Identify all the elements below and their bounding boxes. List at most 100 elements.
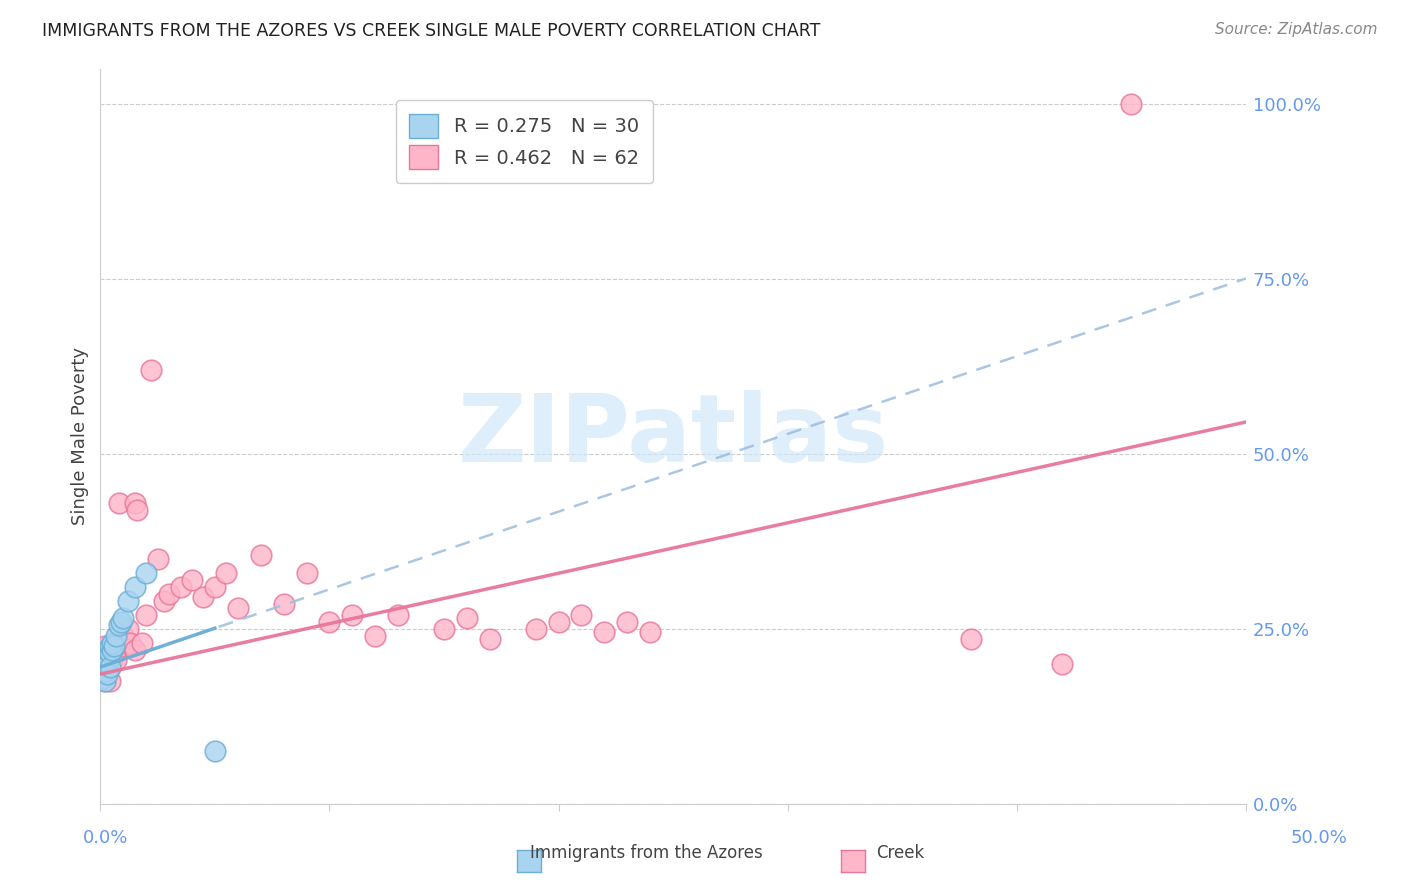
Point (94, 646, 117, 660)
Point (105, 635, 128, 649)
Point (157, 586, 180, 600)
Point (181, 573, 204, 587)
Text: Creek: Creek (876, 844, 924, 862)
Point (103, 639, 125, 653)
Text: 0.0%: 0.0% (83, 829, 128, 847)
Point (1052, 657, 1074, 671)
Point (169, 580, 191, 594)
Point (105, 629, 128, 643)
Point (120, 635, 142, 649)
Point (90, 667, 112, 681)
Point (433, 622, 456, 636)
Point (96, 657, 118, 671)
Point (91, 667, 114, 681)
Point (1121, 96, 1143, 111)
Legend: R = 0.275   N = 30, R = 0.462   N = 62: R = 0.275 N = 30, R = 0.462 N = 62 (395, 100, 652, 183)
Point (91, 671, 114, 685)
Point (90, 660, 112, 674)
Point (146, 551, 169, 566)
Point (215, 566, 238, 580)
Point (91, 664, 114, 678)
Point (124, 495, 146, 509)
Point (96, 653, 118, 667)
Point (616, 615, 638, 629)
Point (387, 607, 409, 622)
Point (107, 495, 129, 509)
Point (547, 615, 569, 629)
Point (94, 660, 117, 674)
Point (135, 607, 157, 622)
Point (273, 597, 295, 611)
Point (96, 649, 118, 664)
Point (96, 646, 118, 660)
Point (960, 632, 983, 646)
Point (94, 674, 117, 689)
Point (96, 660, 118, 674)
Point (112, 629, 135, 643)
Point (91, 657, 114, 671)
Text: ZIPatlas: ZIPatlas (457, 390, 889, 482)
Point (98, 660, 121, 674)
Point (342, 607, 364, 622)
Point (204, 580, 226, 594)
Point (96, 667, 118, 681)
Point (249, 548, 271, 562)
Point (94, 664, 117, 678)
Point (456, 611, 478, 625)
Point (101, 653, 124, 667)
Point (98, 646, 121, 660)
Point (98, 639, 121, 653)
Point (524, 622, 547, 636)
Point (96, 667, 118, 681)
Point (107, 642, 129, 657)
Point (98, 660, 121, 674)
Point (103, 639, 125, 653)
Point (204, 744, 226, 758)
Point (124, 642, 146, 657)
Point (91, 653, 114, 667)
Point (135, 566, 157, 580)
Text: Immigrants from the Azores: Immigrants from the Azores (530, 844, 763, 862)
Point (101, 649, 124, 664)
Text: Source: ZipAtlas.com: Source: ZipAtlas.com (1215, 22, 1378, 37)
Y-axis label: Single Male Poverty: Single Male Poverty (72, 347, 89, 525)
Point (139, 362, 162, 376)
Text: 50.0%: 50.0% (1291, 829, 1347, 847)
Point (117, 622, 139, 636)
Point (295, 566, 318, 580)
Point (91, 653, 114, 667)
Point (117, 593, 139, 607)
Point (478, 632, 501, 646)
Point (101, 635, 124, 649)
Point (98, 674, 121, 689)
Point (94, 646, 117, 660)
Point (105, 653, 128, 667)
Point (107, 618, 129, 632)
Point (96, 642, 118, 657)
Point (103, 646, 125, 660)
Point (153, 593, 176, 607)
Point (110, 639, 132, 653)
Point (98, 646, 121, 660)
Point (91, 649, 114, 664)
Point (593, 625, 616, 640)
Point (364, 629, 387, 643)
Point (114, 635, 136, 649)
Point (94, 674, 117, 689)
Point (318, 615, 340, 629)
Point (101, 642, 124, 657)
Point (193, 590, 215, 604)
Point (112, 611, 135, 625)
Point (125, 502, 148, 516)
Point (131, 635, 153, 649)
Point (638, 625, 661, 640)
Point (94, 653, 117, 667)
Point (124, 580, 146, 594)
Point (94, 660, 117, 674)
Point (110, 615, 132, 629)
Point (571, 607, 593, 622)
Point (91, 660, 114, 674)
Text: IMMIGRANTS FROM THE AZORES VS CREEK SINGLE MALE POVERTY CORRELATION CHART: IMMIGRANTS FROM THE AZORES VS CREEK SING… (42, 22, 821, 40)
Point (226, 600, 249, 615)
Point (94, 639, 117, 653)
